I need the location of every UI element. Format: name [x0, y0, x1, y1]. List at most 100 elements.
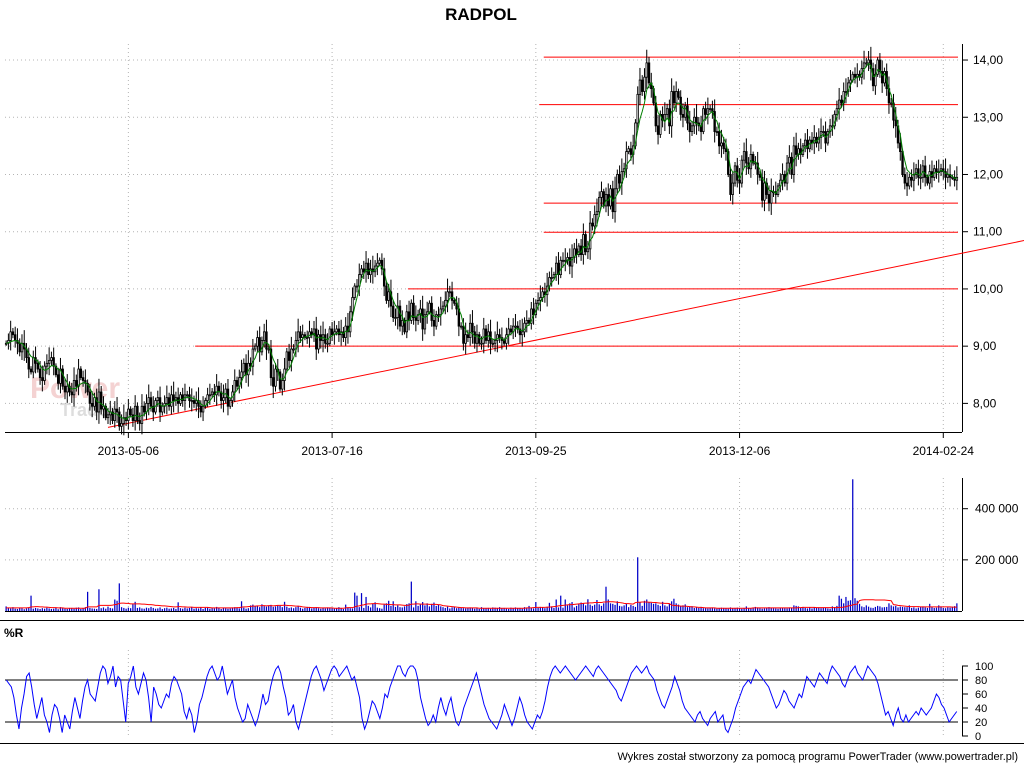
volume-bar: [686, 607, 689, 611]
candle-body: [68, 385, 71, 393]
volume-bar: [707, 608, 709, 611]
volume-bar: [292, 608, 295, 611]
candle-body: [480, 342, 483, 345]
candle-body: [27, 357, 30, 370]
candle-body: [136, 405, 139, 421]
volume-bar: [852, 479, 854, 611]
candle-body: [50, 357, 53, 361]
volume-bar: [114, 599, 116, 611]
volume-bar: [240, 601, 243, 611]
volume-bar: [356, 595, 358, 611]
candle-body: [81, 377, 85, 381]
candle-body: [643, 76, 646, 92]
volume-bar: [605, 586, 607, 611]
volume-bar: [161, 608, 163, 611]
volume-bar: [93, 608, 96, 611]
date-tick-label: 2013-05-06: [98, 444, 160, 458]
volume-bar: [732, 608, 734, 611]
volume-bar: [419, 604, 422, 611]
candle-body: [693, 116, 696, 127]
candle-body: [600, 191, 603, 198]
candle-body: [127, 408, 130, 421]
candle-body: [765, 182, 768, 195]
candle-body: [586, 248, 590, 253]
volume-bar: [141, 608, 143, 611]
candle-body: [181, 394, 184, 401]
volume-bar: [908, 605, 910, 611]
volume-bar: [182, 608, 184, 611]
volume-bar: [480, 607, 483, 611]
volume-bar: [179, 608, 182, 611]
candle-body: [484, 328, 488, 341]
candle-body: [613, 188, 617, 213]
volume-bar: [752, 607, 754, 611]
volume-bar: [62, 608, 64, 611]
candle-body: [629, 148, 633, 155]
candle-body: [287, 351, 291, 361]
candle-body: [459, 325, 463, 328]
indicator-tick-label: 100: [975, 661, 993, 673]
volume-bar: [503, 607, 505, 611]
volume-bar: [326, 607, 329, 611]
candle-body: [308, 331, 311, 338]
candle-body: [428, 302, 431, 313]
volume-bar: [743, 607, 745, 611]
volume-bar: [775, 608, 777, 611]
volume-bar: [347, 607, 349, 611]
candle-body: [362, 268, 365, 273]
volume-bar: [116, 600, 118, 611]
volume-bar: [222, 607, 225, 611]
candle-body: [468, 322, 472, 338]
candle-body: [421, 308, 424, 330]
candle-body: [767, 194, 771, 204]
volume-bar: [729, 607, 732, 611]
candle-body: [38, 368, 42, 379]
volume-bar: [283, 601, 286, 611]
candle-body: [570, 257, 574, 267]
candle-body: [9, 331, 12, 341]
candle-body: [204, 400, 207, 407]
volume-bar: [761, 608, 763, 611]
volume-bar: [528, 605, 530, 611]
volume-bar: [693, 607, 695, 611]
candle-body: [917, 168, 920, 178]
candle-body: [285, 351, 289, 370]
volume-bar: [551, 606, 553, 611]
volume-bar: [621, 606, 623, 611]
candle-body: [475, 334, 479, 344]
volume-bar: [546, 607, 548, 611]
volume-bar: [623, 605, 625, 611]
volume-bar: [229, 608, 231, 611]
volume-bar: [725, 608, 727, 611]
volume-bar: [815, 607, 818, 611]
volume-bar: [247, 608, 249, 611]
volume-bar: [388, 600, 390, 611]
candle-body: [152, 405, 155, 413]
volume-bar: [435, 605, 437, 611]
volume-bar: [582, 603, 584, 611]
volume-bar: [838, 595, 840, 611]
volume-bar: [913, 607, 915, 611]
volume-bar: [639, 602, 641, 611]
volume-bar: [231, 607, 234, 611]
candle-body: [804, 139, 807, 147]
volume-bar: [591, 605, 594, 611]
volume-bar: [55, 607, 57, 611]
candle-body: [206, 394, 209, 401]
candle-body: [840, 99, 843, 104]
volume-bar: [634, 606, 637, 611]
volume-bar: [680, 605, 682, 611]
indicator-tick-label: 0: [975, 731, 981, 743]
candle-body: [106, 414, 110, 419]
candle-body: [167, 397, 171, 407]
volume-bar: [779, 607, 781, 611]
volume-bar: [578, 603, 580, 611]
candle-body: [290, 348, 293, 361]
volume-bar: [48, 608, 50, 611]
candle-body: [908, 176, 911, 187]
candle-body: [102, 405, 105, 410]
volume-bar: [449, 608, 451, 611]
candle-body: [143, 405, 146, 413]
volume-bar: [227, 608, 229, 611]
